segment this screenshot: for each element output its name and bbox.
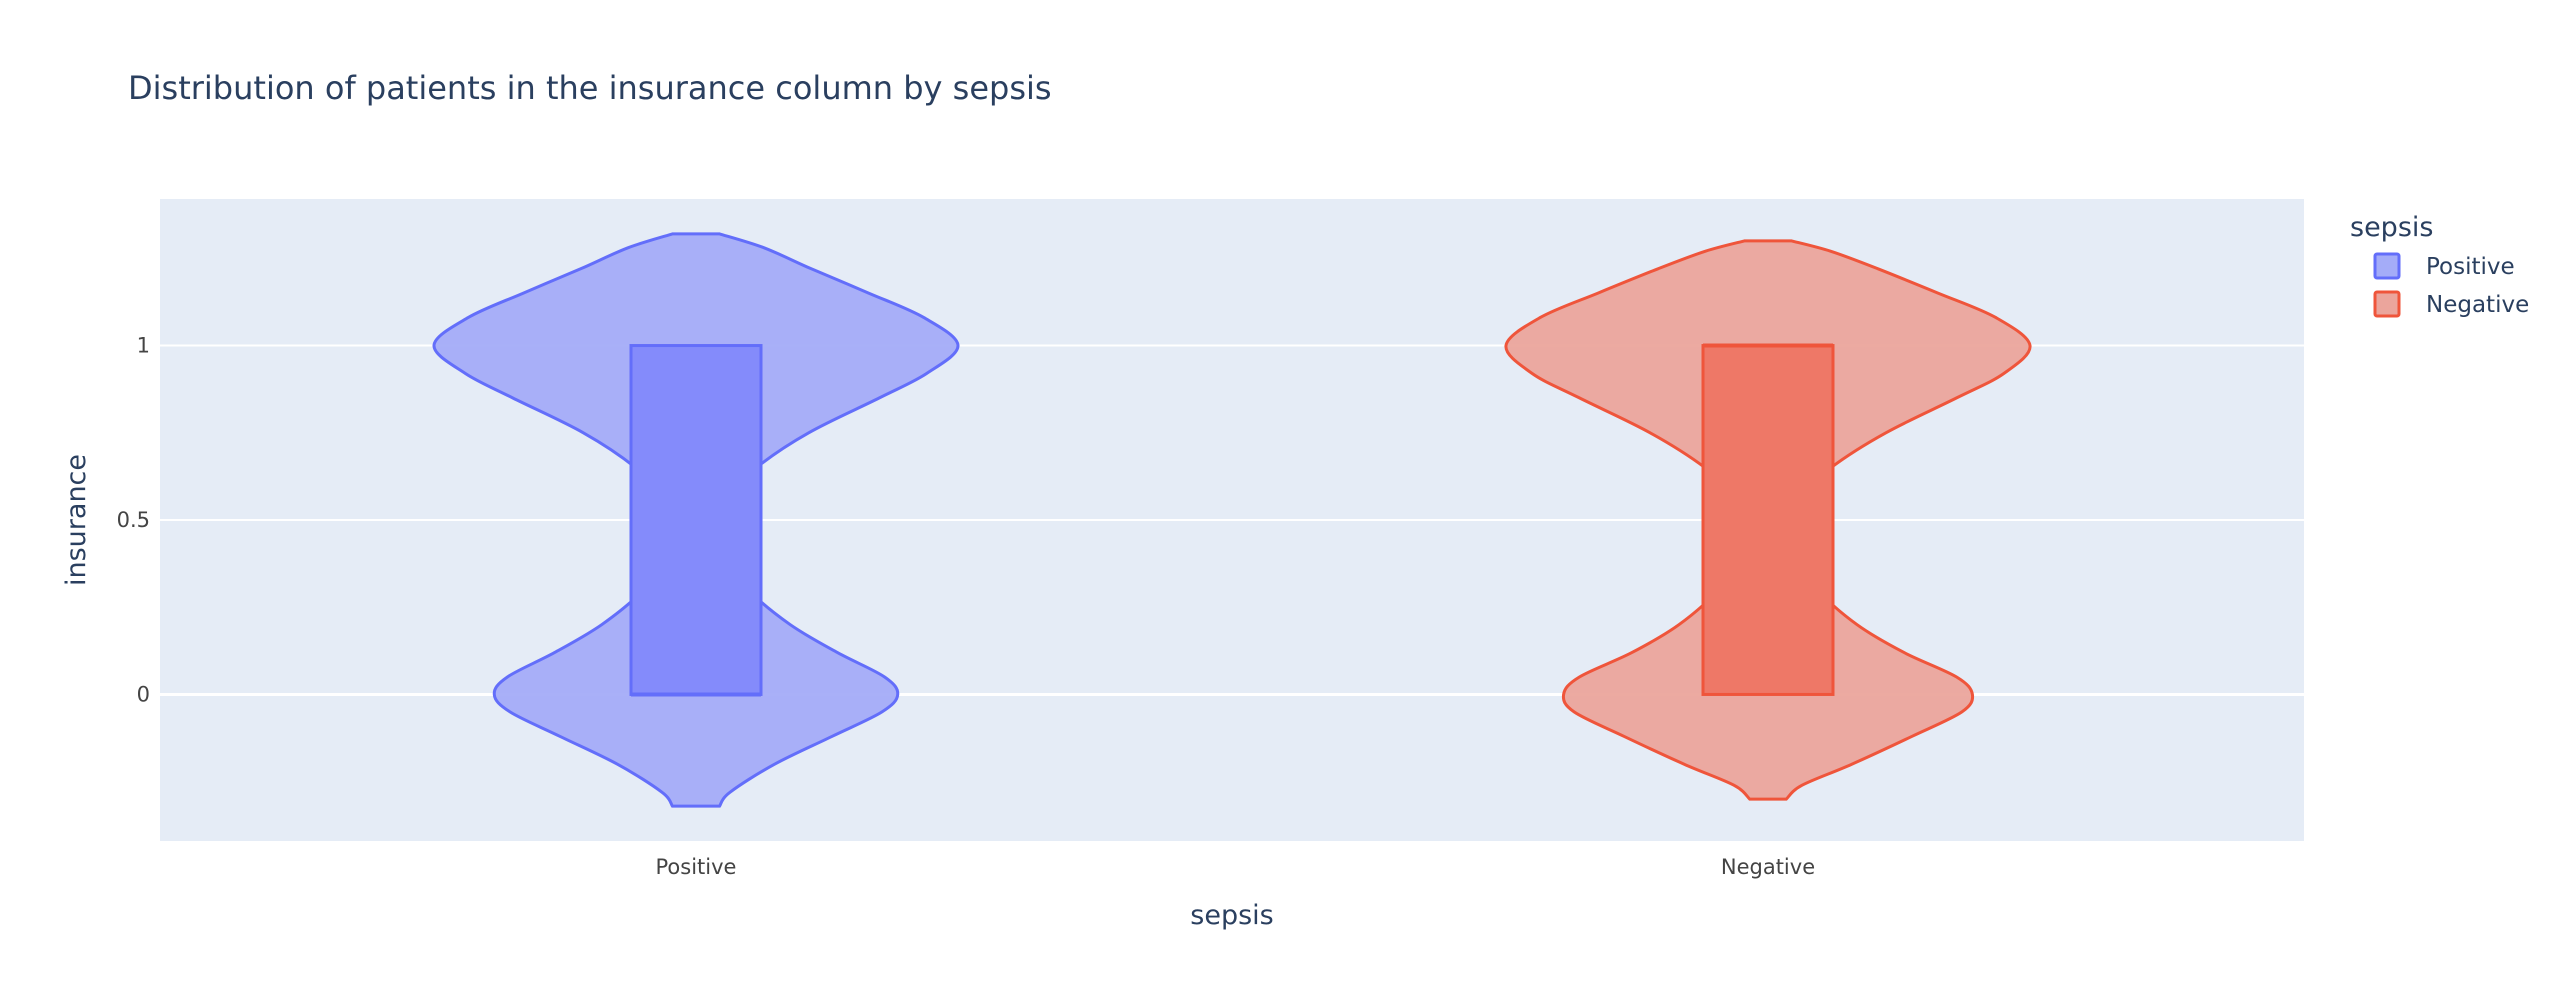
box-positive[interactable] xyxy=(629,344,763,696)
legend-swatch xyxy=(2373,252,2401,280)
legend-items: Positive Negative xyxy=(2373,252,2529,318)
y-tick-label: 0.5 xyxy=(117,508,150,532)
x-tick-label: Negative xyxy=(1721,855,1815,879)
legend-label: Negative xyxy=(2426,292,2529,318)
x-tick-labels: Positive Negative xyxy=(656,855,1816,879)
y-tick-labels: 00.51 xyxy=(117,334,150,707)
x-tick-label: Positive xyxy=(656,855,737,879)
chart-title: Distribution of patients in the insuranc… xyxy=(128,69,1052,107)
y-axis-title: insurance xyxy=(61,454,92,586)
legend-item-negative[interactable]: Negative xyxy=(2373,290,2529,318)
legend-title: sepsis xyxy=(2350,212,2433,243)
legend-swatch xyxy=(2373,290,2401,318)
legend-label: Positive xyxy=(2426,254,2515,280)
violins xyxy=(432,232,2032,808)
legend: sepsis Positive Negative xyxy=(2350,212,2529,318)
legend-item-positive[interactable]: Positive xyxy=(2373,252,2515,280)
y-tick-label: 0 xyxy=(137,682,150,706)
box-negative[interactable] xyxy=(1701,344,1835,696)
y-tick-label: 1 xyxy=(137,334,150,358)
x-axis-title: sepsis xyxy=(1190,900,1273,931)
